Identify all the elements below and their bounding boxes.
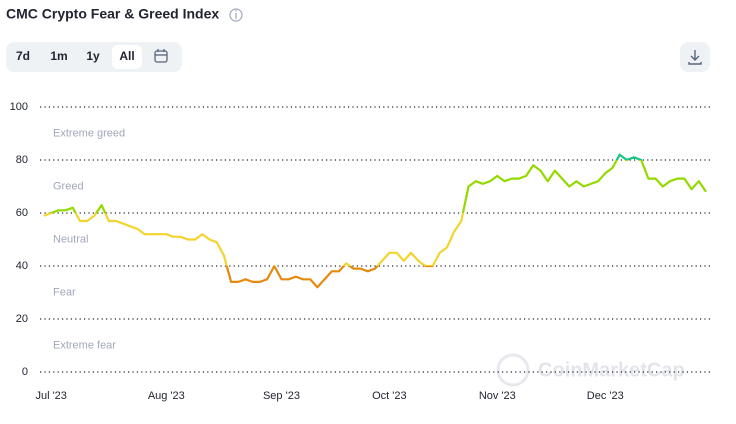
- watermark: CoinMarketCap: [538, 359, 685, 381]
- y-tick-label: 0: [22, 366, 28, 378]
- download-button[interactable]: [680, 42, 710, 72]
- zone-label: Fear: [53, 286, 76, 298]
- x-tick-label: Oct '23: [372, 390, 407, 402]
- range-button[interactable]: 1y: [86, 49, 100, 63]
- watermark-logo: [496, 353, 530, 387]
- x-tick-label: Jul '23: [35, 390, 66, 402]
- range-button[interactable]: All: [119, 49, 134, 63]
- zone-label: Neutral: [53, 233, 88, 245]
- y-tick-label: 100: [10, 101, 28, 113]
- x-tick-label: Dec '23: [587, 390, 624, 402]
- y-tick-label: 60: [16, 207, 28, 219]
- title: CMC Crypto Fear & Greed Index: [6, 6, 219, 22]
- y-tick-label: 20: [16, 313, 28, 325]
- x-tick-label: Aug '23: [148, 390, 185, 402]
- index-line: [43, 153, 707, 289]
- y-tick-label: 40: [16, 260, 28, 272]
- y-tick-label: 80: [16, 154, 28, 166]
- range-selected: [112, 45, 142, 69]
- zone-label: Extreme fear: [53, 339, 116, 351]
- info-icon[interactable]: [229, 8, 243, 22]
- range-button[interactable]: 1m: [50, 49, 67, 63]
- x-tick-label: Nov '23: [479, 390, 516, 402]
- calendar-button[interactable]: [154, 49, 168, 63]
- range-button[interactable]: 7d: [16, 49, 30, 63]
- zone-label: Extreme greed: [53, 127, 125, 139]
- x-tick-label: Sep '23: [263, 390, 300, 402]
- zone-label: Greed: [53, 180, 84, 192]
